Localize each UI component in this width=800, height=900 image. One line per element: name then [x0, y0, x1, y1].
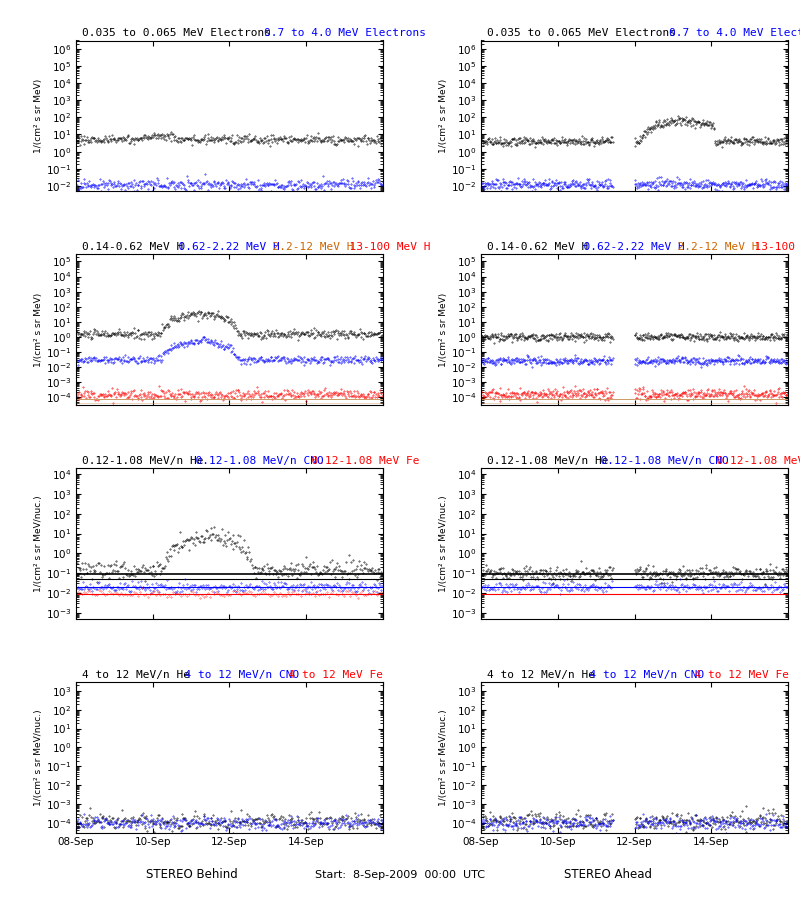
Text: 0.12-1.08 MeV/n He: 0.12-1.08 MeV/n He: [487, 456, 609, 466]
Text: 0.7 to 4.0 MeV Electrons: 0.7 to 4.0 MeV Electrons: [237, 28, 426, 38]
Text: 4 to 12 MeV/n He: 4 to 12 MeV/n He: [487, 670, 595, 680]
Text: 0.12-1.08 MeV Fe: 0.12-1.08 MeV Fe: [702, 456, 800, 466]
Text: 0.12-1.08 MeV/n CNO: 0.12-1.08 MeV/n CNO: [182, 456, 323, 466]
Text: 4 to 12 MeV Fe: 4 to 12 MeV Fe: [681, 670, 789, 680]
Y-axis label: 1/(cm² s sr MeV/nuc.): 1/(cm² s sr MeV/nuc.): [34, 709, 42, 806]
Text: 0.14-0.62 MeV H: 0.14-0.62 MeV H: [487, 242, 589, 252]
Text: 0.14-0.62 MeV H: 0.14-0.62 MeV H: [82, 242, 183, 252]
Text: 4 to 12 MeV Fe: 4 to 12 MeV Fe: [275, 670, 383, 680]
Text: 4 to 12 MeV/n CNO: 4 to 12 MeV/n CNO: [576, 670, 704, 680]
Text: 4 to 12 MeV/n CNO: 4 to 12 MeV/n CNO: [170, 670, 298, 680]
Text: 0.035 to 0.065 MeV Electrons: 0.035 to 0.065 MeV Electrons: [487, 28, 676, 38]
Text: Start:  8-Sep-2009  00:00  UTC: Start: 8-Sep-2009 00:00 UTC: [315, 869, 485, 879]
Y-axis label: 1/(cm² s sr MeV): 1/(cm² s sr MeV): [34, 292, 42, 366]
Text: 0.12-1.08 MeV/n CNO: 0.12-1.08 MeV/n CNO: [586, 456, 729, 466]
Text: 2.2-12 MeV H: 2.2-12 MeV H: [259, 242, 354, 252]
Text: STEREO Ahead: STEREO Ahead: [564, 868, 652, 880]
Y-axis label: 1/(cm² s sr MeV): 1/(cm² s sr MeV): [439, 78, 448, 153]
Y-axis label: 1/(cm² s sr MeV/nuc.): 1/(cm² s sr MeV/nuc.): [439, 709, 448, 806]
Text: 13-100 MeV H: 13-100 MeV H: [742, 242, 800, 252]
Text: 2.2-12 MeV H: 2.2-12 MeV H: [664, 242, 758, 252]
Text: 0.7 to 4.0 MeV Electrons: 0.7 to 4.0 MeV Electrons: [642, 28, 800, 38]
Y-axis label: 1/(cm² s sr MeV): 1/(cm² s sr MeV): [439, 292, 448, 366]
Text: 0.035 to 0.065 MeV Electrons: 0.035 to 0.065 MeV Electrons: [82, 28, 271, 38]
Text: 0.12-1.08 MeV Fe: 0.12-1.08 MeV Fe: [298, 456, 419, 466]
Text: 4 to 12 MeV/n He: 4 to 12 MeV/n He: [82, 670, 190, 680]
Text: 0.62-2.22 MeV H: 0.62-2.22 MeV H: [165, 242, 280, 252]
Text: STEREO Behind: STEREO Behind: [146, 868, 238, 880]
Text: 0.62-2.22 MeV H: 0.62-2.22 MeV H: [570, 242, 685, 252]
Y-axis label: 1/(cm² s sr MeV/nuc.): 1/(cm² s sr MeV/nuc.): [34, 495, 43, 591]
Y-axis label: 1/(cm² s sr MeV): 1/(cm² s sr MeV): [34, 78, 43, 153]
Text: 0.12-1.08 MeV/n He: 0.12-1.08 MeV/n He: [82, 456, 204, 466]
Text: 13-100 MeV H: 13-100 MeV H: [336, 242, 430, 252]
Y-axis label: 1/(cm² s sr MeV/nuc.): 1/(cm² s sr MeV/nuc.): [439, 495, 448, 591]
